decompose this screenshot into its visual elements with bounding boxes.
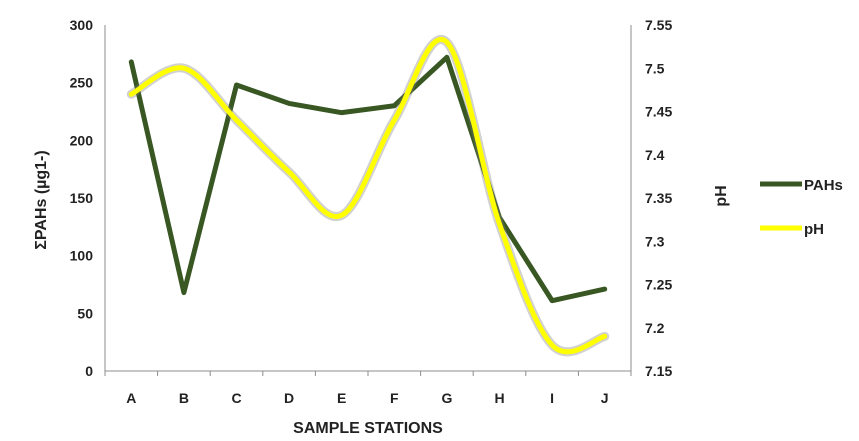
left-tick-label: 200 <box>70 132 94 148</box>
x-tick-label: I <box>550 390 554 406</box>
legend: PAHs pH <box>760 177 843 238</box>
series-line-ph <box>128 37 608 355</box>
right-tick-label: 7.5 <box>645 60 665 76</box>
right-tick-label: 7.35 <box>645 190 672 206</box>
right-tick-label: 7.4 <box>645 147 665 163</box>
right-tick-label: 7.25 <box>645 277 672 293</box>
legend-label-pahs: PAHs <box>804 177 843 194</box>
right-tick-label: 7.55 <box>645 17 672 33</box>
x-tick-label: B <box>179 390 189 406</box>
right-axis-ticks: 7.15 7.2 7.25 7.3 7.35 7.4 7.45 7.5 7.55 <box>645 17 672 379</box>
right-tick-label: 7.3 <box>645 233 665 249</box>
plot-lines <box>104 25 632 372</box>
left-axis-ticks: 0 50 100 150 200 250 300 <box>70 17 94 379</box>
series-layer <box>126 35 610 357</box>
x-axis-ticks: A B C D E F G H I J <box>104 371 632 406</box>
x-tick-label: A <box>126 390 136 406</box>
left-axis-title: ΣPAHs (µg1-) <box>33 150 50 249</box>
right-tick-label: 7.15 <box>645 363 672 379</box>
x-tick-label: E <box>337 390 346 406</box>
series-line-pahs <box>128 54 608 304</box>
legend-label-ph: pH <box>804 221 824 238</box>
series-line-shadow-ph <box>126 35 610 357</box>
right-axis-title: pH <box>713 185 730 206</box>
right-tick-label: 7.45 <box>645 104 672 120</box>
x-tick-label: D <box>284 390 294 406</box>
x-axis-title: SAMPLE STATIONS <box>293 420 443 437</box>
right-tick-label: 7.2 <box>645 320 665 336</box>
left-tick-label: 150 <box>70 190 94 206</box>
x-tick-label: G <box>441 390 452 406</box>
x-tick-label: J <box>601 390 609 406</box>
x-tick-label: F <box>390 390 399 406</box>
left-tick-label: 50 <box>77 305 93 321</box>
x-tick-label: H <box>494 390 504 406</box>
left-tick-label: 300 <box>70 17 94 33</box>
left-tick-label: 100 <box>70 248 94 264</box>
left-tick-label: 0 <box>85 363 93 379</box>
x-tick-label: C <box>231 390 241 406</box>
left-tick-label: 250 <box>70 75 94 91</box>
